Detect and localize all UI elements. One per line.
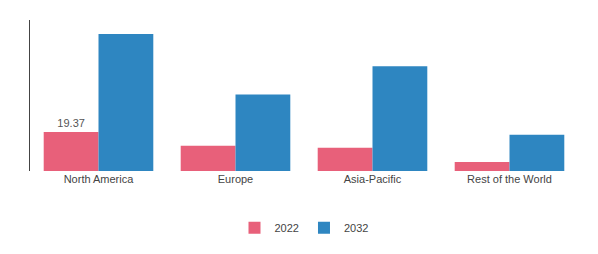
- svg-text:Europe: Europe: [218, 173, 253, 185]
- svg-text:19.37: 19.37: [57, 117, 85, 129]
- svg-text:2032: 2032: [344, 222, 368, 234]
- svg-text:Rest of the World: Rest of the World: [467, 173, 552, 185]
- svg-text:2022: 2022: [275, 222, 299, 234]
- svg-text:Asia-Pacific: Asia-Pacific: [344, 173, 402, 185]
- svg-text:North America: North America: [64, 173, 135, 185]
